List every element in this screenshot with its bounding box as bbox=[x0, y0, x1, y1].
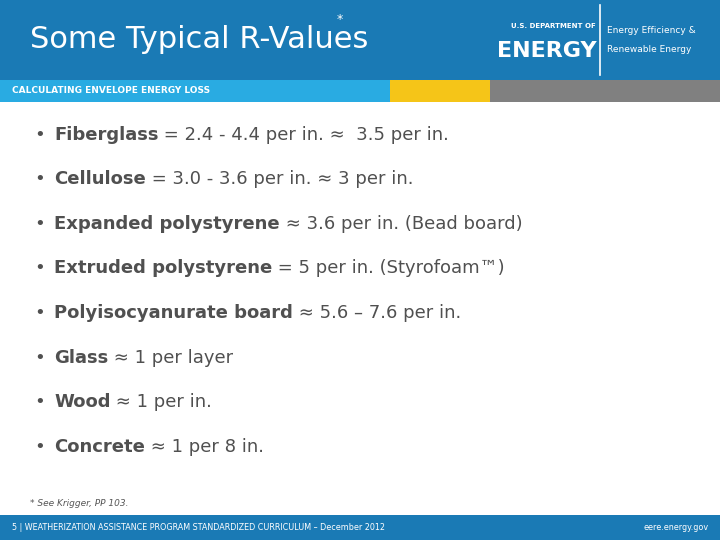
Text: Renewable Energy: Renewable Energy bbox=[607, 45, 691, 54]
Text: •: • bbox=[35, 349, 45, 367]
Text: •: • bbox=[35, 215, 45, 233]
Text: Wood: Wood bbox=[54, 393, 110, 411]
Text: •: • bbox=[35, 170, 45, 188]
Text: ≈ 1 per 8 in.: ≈ 1 per 8 in. bbox=[145, 438, 264, 456]
Text: Polyisocyanurate board: Polyisocyanurate board bbox=[54, 304, 293, 322]
Text: ENERGY: ENERGY bbox=[497, 40, 596, 61]
Text: ≈ 5.6 – 7.6 per in.: ≈ 5.6 – 7.6 per in. bbox=[293, 304, 461, 322]
Text: •: • bbox=[35, 438, 45, 456]
Text: •: • bbox=[35, 393, 45, 411]
Text: Cellulose: Cellulose bbox=[54, 170, 145, 188]
Text: ≈ 1 per layer: ≈ 1 per layer bbox=[108, 349, 233, 367]
Text: Some Typical R-Values: Some Typical R-Values bbox=[30, 25, 369, 55]
Text: Energy Efficiency &: Energy Efficiency & bbox=[607, 26, 696, 35]
Text: Concrete: Concrete bbox=[54, 438, 145, 456]
Text: Fiberglass: Fiberglass bbox=[54, 126, 158, 144]
Bar bbox=[0, 515, 720, 540]
Text: ≈ 1 per in.: ≈ 1 per in. bbox=[110, 393, 212, 411]
Text: = 2.4 - 4.4 per in. ≈  3.5 per in.: = 2.4 - 4.4 per in. ≈ 3.5 per in. bbox=[158, 126, 449, 144]
Bar bbox=[390, 80, 490, 102]
Text: •: • bbox=[35, 304, 45, 322]
Bar bbox=[490, 80, 720, 102]
Text: = 3.0 - 3.6 per in. ≈ 3 per in.: = 3.0 - 3.6 per in. ≈ 3 per in. bbox=[145, 170, 413, 188]
Text: •: • bbox=[35, 260, 45, 278]
Text: Expanded polystyrene: Expanded polystyrene bbox=[54, 215, 279, 233]
Text: Glass: Glass bbox=[54, 349, 108, 367]
Text: eere.energy.gov: eere.energy.gov bbox=[644, 523, 708, 532]
Text: = 5 per in. (Styrofoam™): = 5 per in. (Styrofoam™) bbox=[272, 260, 505, 278]
Text: U.S. DEPARTMENT OF: U.S. DEPARTMENT OF bbox=[511, 23, 596, 30]
Text: CALCULATING ENVELOPE ENERGY LOSS: CALCULATING ENVELOPE ENERGY LOSS bbox=[12, 86, 210, 95]
Bar bbox=[0, 80, 390, 102]
Text: ≈ 3.6 per in. (Bead board): ≈ 3.6 per in. (Bead board) bbox=[279, 215, 522, 233]
Text: 5 | WEATHERIZATION ASSISTANCE PROGRAM STANDARDIZED CURRICULUM – December 2012: 5 | WEATHERIZATION ASSISTANCE PROGRAM ST… bbox=[12, 523, 384, 532]
Bar bbox=[0, 0, 720, 80]
Text: •: • bbox=[35, 126, 45, 144]
Text: Extruded polystyrene: Extruded polystyrene bbox=[54, 260, 272, 278]
Text: *: * bbox=[337, 13, 343, 26]
Text: * See Krigger, PP 103.: * See Krigger, PP 103. bbox=[30, 499, 129, 508]
